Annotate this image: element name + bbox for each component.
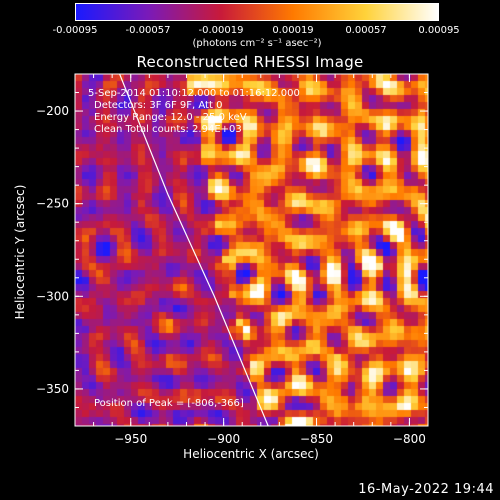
peak-position-label: Position of Peak = [-806,-366] xyxy=(94,398,244,409)
info-counts: Clean Total counts: 2.94E+03 xyxy=(94,124,242,135)
colorbar-tick: 0.00095 xyxy=(418,25,460,36)
x-tick-label: −850 xyxy=(300,432,333,446)
y-tick-label: −200 xyxy=(36,104,69,118)
colorbar-tick: -0.00057 xyxy=(125,25,171,36)
x-tick-label: −800 xyxy=(393,432,426,446)
colorbar-units: (photons cm⁻² s⁻¹ asec⁻²) xyxy=(192,38,322,49)
colorbar-tick: 0.00019 xyxy=(272,25,314,36)
y-axis-label: Heliocentric Y (arcsec) xyxy=(13,184,27,320)
info-detectors: Detectors: 3F 6F 9F, Att 0 xyxy=(94,100,223,111)
timestamp: 16-May-2022 19:44 xyxy=(358,482,494,497)
y-tick-label: −300 xyxy=(36,289,69,303)
info-energy: Energy Range: 12.0 - 25.0 keV xyxy=(94,112,247,123)
colorbar-tick: -0.00019 xyxy=(198,25,244,36)
colorbar-tick: 0.00057 xyxy=(345,25,387,36)
y-tick-label: −350 xyxy=(36,382,69,396)
x-tick-label: −950 xyxy=(114,432,147,446)
chart-title: Reconstructed RHESSI Image xyxy=(136,53,364,71)
x-axis-label: Heliocentric X (arcsec) xyxy=(183,447,319,461)
y-tick-label: −250 xyxy=(36,197,69,211)
info-time-range: 5-Sep-2014 01:10:12.000 to 01:16:12.000 xyxy=(88,88,300,99)
colorbar-tick: -0.00095 xyxy=(52,25,98,36)
colorbar xyxy=(75,3,439,21)
x-tick-label: −900 xyxy=(207,432,240,446)
